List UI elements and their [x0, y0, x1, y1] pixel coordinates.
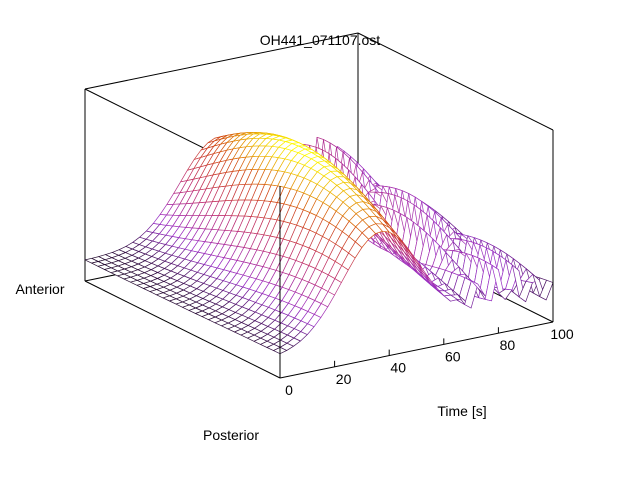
- surface-mesh: [84, 132, 554, 355]
- y-axis-label-posterior: Posterior: [203, 427, 259, 443]
- chart-title: OH441_071107.ost: [260, 32, 380, 48]
- box-edge-front: [279, 321, 554, 379]
- axes-box-front: [279, 130, 554, 379]
- box-edge: [84, 32, 359, 90]
- x-tick-label: 40: [390, 360, 406, 376]
- x-tick-label: 60: [445, 348, 461, 364]
- box-edge: [357, 32, 554, 131]
- x-tick-label: 80: [500, 337, 516, 353]
- box-edge: [84, 280, 281, 379]
- x-tick-label: 100: [550, 326, 574, 342]
- y-axis-label-anterior: Anterior: [15, 281, 64, 297]
- x-axis-ticks: 0 20 40 60 80 100: [279, 316, 574, 398]
- x-tick-label: 20: [336, 371, 352, 387]
- x-tick-label: 0: [285, 382, 293, 398]
- x-axis-label: Time [s]: [437, 403, 486, 419]
